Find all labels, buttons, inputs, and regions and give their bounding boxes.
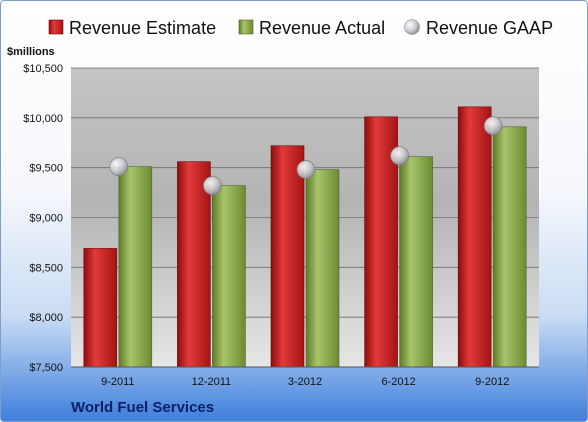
legend-label-revenue-gaap: Revenue GAAP (426, 18, 553, 38)
y-tick-label: $10,500 (23, 63, 63, 75)
y-tick-label: $8,500 (29, 262, 63, 274)
bar-revenue-actual (399, 156, 433, 368)
legend-label-revenue-estimate: Revenue Estimate (69, 18, 216, 38)
y-tick-label: $7,500 (29, 362, 63, 374)
y-axis-ticks: $7,500 $8,000 $8,500 $9,000 $9,500 $10,000 $10… (23, 63, 63, 374)
bar-revenue-estimate (270, 145, 305, 368)
x-tick-label: 3-2012 (288, 376, 322, 388)
point-revenue-gaap (390, 146, 409, 166)
company-name: World Fuel Services (71, 399, 214, 416)
x-tick-label: 6-2012 (381, 376, 415, 388)
x-axis-ticks: 9-2011 12-2011 3-2012 6-2012 9-2012 (101, 376, 509, 388)
bar-revenue-actual (492, 126, 527, 368)
x-tick-label: 9-2011 (101, 376, 134, 388)
point-revenue-gaap (109, 157, 129, 177)
point-revenue-gaap (296, 160, 316, 180)
bar-revenue-actual (118, 166, 153, 368)
y-tick-label: $8,000 (29, 312, 63, 324)
y-tick-label: $9,000 (29, 213, 63, 225)
legend-swatch-revenue-gaap (404, 19, 420, 35)
bar-revenue-estimate (83, 248, 118, 368)
legend-swatch-revenue-actual (238, 19, 254, 35)
x-tick-label: 9-2012 (475, 376, 509, 388)
bar-revenue-estimate (177, 161, 211, 368)
y-tick-label: $9,500 (29, 163, 63, 175)
x-tick-label: 12-2011 (192, 376, 232, 388)
legend-swatch-revenue-estimate (48, 19, 64, 35)
legend: Revenue Estimate Revenue Actual Revenue … (48, 18, 553, 38)
gaap-points (109, 116, 503, 195)
bar-revenue-estimate (457, 106, 492, 368)
unit-label: $millions (7, 46, 55, 58)
legend-label-revenue-actual: Revenue Actual (259, 18, 385, 38)
bar-revenue-actual (305, 169, 340, 368)
y-tick-label: $10,000 (23, 113, 63, 125)
bar-revenue-actual (212, 185, 246, 368)
bars (83, 106, 527, 368)
point-revenue-gaap (203, 176, 222, 195)
point-revenue-gaap (483, 116, 503, 136)
